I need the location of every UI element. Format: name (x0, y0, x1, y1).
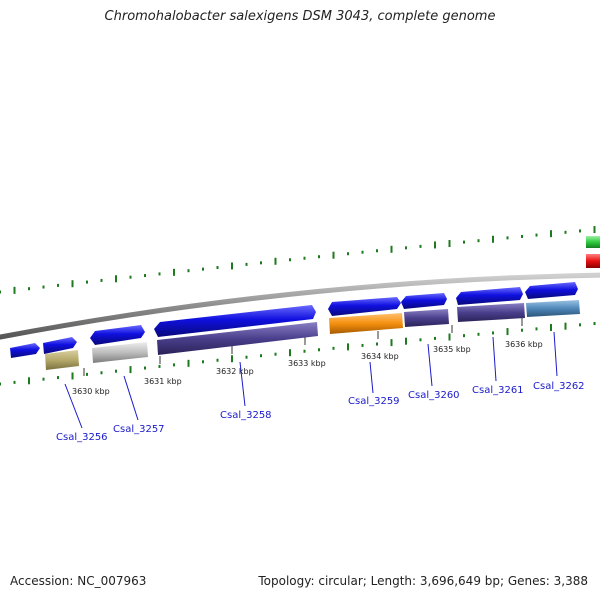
gene-label[interactable]: Csal_3260 (408, 390, 460, 401)
ruler-label: 3633 kbp (288, 359, 326, 368)
gc-content-track-outer (0, 226, 596, 294)
gene-label[interactable]: Csal_3262 (533, 381, 585, 392)
feature-block (329, 313, 403, 334)
ruler-label: 3636 kbp (505, 340, 543, 349)
cds-arrow (328, 297, 401, 316)
cds-arrow (154, 305, 316, 337)
gene-label[interactable]: Csal_3258 (220, 410, 272, 421)
gene-label[interactable]: Csal_3261 (472, 385, 524, 396)
gene-label[interactable]: Csal_3256 (56, 432, 108, 443)
feature-block (526, 300, 580, 317)
ruler-label: 3634 kbp (361, 352, 399, 361)
cds-arrow (43, 337, 77, 354)
feature-block (457, 303, 525, 322)
ruler-label: 3630 kbp (72, 387, 110, 396)
forward-cds-track (10, 282, 578, 358)
ruler-label: 3635 kbp (433, 345, 471, 354)
feature-block (586, 254, 600, 268)
gc-content-track-inner (0, 322, 596, 386)
map-title: Chromohalobacter salexigens DSM 3043, co… (104, 9, 496, 24)
gene-labels: Csal_3256 Csal_3257 Csal_3258 Csal_3259 … (56, 381, 585, 443)
cds-arrow (525, 282, 578, 299)
genome-backbone (0, 272, 600, 340)
feature-block (157, 322, 318, 355)
feature-block (92, 342, 148, 363)
cds-arrow (10, 343, 40, 358)
cds-arrow (456, 287, 523, 305)
ruler-label: 3631 kbp (144, 377, 182, 386)
feature-block (45, 350, 79, 370)
cds-arrow (90, 325, 145, 345)
genome-summary: Topology: circular; Length: 3,696,649 bp… (258, 574, 588, 588)
cds-arrow (401, 293, 447, 309)
gene-label[interactable]: Csal_3257 (113, 424, 165, 435)
gene-label[interactable]: Csal_3259 (348, 396, 400, 407)
feature-track (45, 236, 600, 370)
ruler: 3630 kbp 3631 kbp 3632 kbp 3633 kbp 3634… (72, 318, 543, 396)
ruler-label: 3632 kbp (216, 367, 254, 376)
feature-block (586, 236, 600, 248)
gene-leader-lines (64, 331, 558, 429)
accession-label: Accession: NC_007963 (10, 574, 147, 588)
feature-block (404, 309, 449, 327)
